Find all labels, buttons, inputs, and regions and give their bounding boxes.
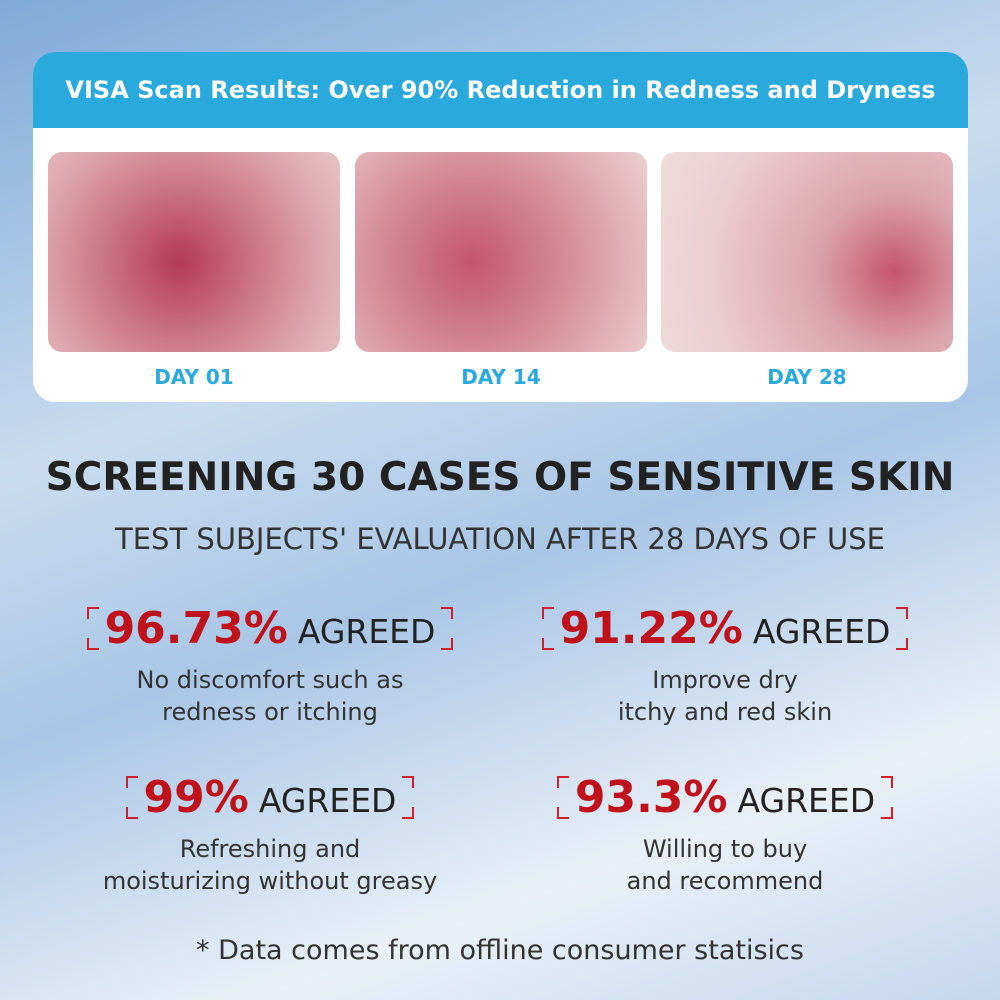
day-label: DAY 14 bbox=[461, 365, 541, 389]
stat-percent: 99% bbox=[143, 772, 249, 823]
bracket-corner bbox=[86, 607, 99, 619]
bracket-corner bbox=[541, 638, 554, 650]
stat-percent: 93.3% bbox=[574, 772, 728, 823]
bracket-corner bbox=[896, 607, 909, 619]
bracket-corner bbox=[441, 607, 454, 619]
footnote: * Data comes from offline consumer stati… bbox=[196, 935, 804, 966]
stat-line: 91.22% AGREED bbox=[541, 603, 909, 654]
stat-word: AGREED bbox=[258, 781, 397, 820]
bracket-corner bbox=[541, 607, 554, 619]
stat-line: 99% AGREED bbox=[125, 772, 415, 823]
stat-line: 93.3% AGREED bbox=[556, 772, 894, 823]
description-line: and recommend bbox=[626, 867, 824, 895]
stat-percent: 96.73% bbox=[104, 603, 288, 654]
stat-block: 99% AGREED Refreshing and moisturizing with… bbox=[45, 772, 495, 897]
bracket-corner bbox=[896, 638, 909, 650]
day-label: DAY 01 bbox=[154, 365, 234, 389]
description-line: Refreshing and bbox=[179, 835, 361, 863]
bracket-corner bbox=[402, 807, 415, 819]
stat-word: AGREED bbox=[752, 612, 891, 651]
day-label: DAY 28 bbox=[767, 365, 847, 389]
description-line: moisturizing without greasy bbox=[102, 867, 438, 895]
stat-description: Refreshing and moisturizing without greas… bbox=[45, 833, 495, 897]
bracket-corner bbox=[441, 638, 454, 650]
stat-word: AGREED bbox=[737, 781, 876, 820]
description-line: Improve dry bbox=[652, 666, 798, 694]
scan-card: VISA Scan Results: Over 90% Reduction in… bbox=[33, 52, 968, 402]
stat-percent: 91.22% bbox=[559, 603, 743, 654]
bracket-corner bbox=[881, 807, 894, 819]
bracket-corner bbox=[556, 776, 569, 788]
stat-word: AGREED bbox=[297, 612, 436, 651]
description-line: No discomfort such as bbox=[136, 666, 404, 694]
bracket-corner bbox=[881, 776, 894, 788]
stat-description: Willing to buy and recommend bbox=[500, 833, 950, 897]
subheading: TEST SUBJECTS' EVALUATION AFTER 28 DAYS … bbox=[115, 522, 885, 556]
scan-image bbox=[661, 152, 953, 352]
scan-image bbox=[355, 152, 647, 352]
bracket-corner bbox=[125, 807, 138, 819]
bracket-corner bbox=[125, 776, 138, 788]
stat-block: 91.22% AGREED Improve dry itchy and red ski… bbox=[500, 603, 950, 728]
stat-block: 93.3% AGREED Willing to buy and recommend bbox=[500, 772, 950, 897]
bracket-corner bbox=[402, 776, 415, 788]
heading: SCREENING 30 CASES OF SENSITIVE SKIN bbox=[45, 455, 955, 500]
description-line: itchy and red skin bbox=[617, 698, 833, 726]
stat-description: No discomfort such as redness or itching bbox=[45, 664, 495, 728]
card-title: VISA Scan Results: Over 90% Reduction in… bbox=[33, 52, 968, 128]
scan-image bbox=[48, 152, 340, 352]
description-line: redness or itching bbox=[162, 698, 378, 726]
stat-description: Improve dry itchy and red skin bbox=[500, 664, 950, 728]
bracket-corner bbox=[556, 807, 569, 819]
stat-block: 96.73% AGREED No discomfort such as redness… bbox=[45, 603, 495, 728]
description-line: Willing to buy bbox=[642, 835, 808, 863]
bracket-corner bbox=[86, 638, 99, 650]
stat-line: 96.73% AGREED bbox=[86, 603, 454, 654]
